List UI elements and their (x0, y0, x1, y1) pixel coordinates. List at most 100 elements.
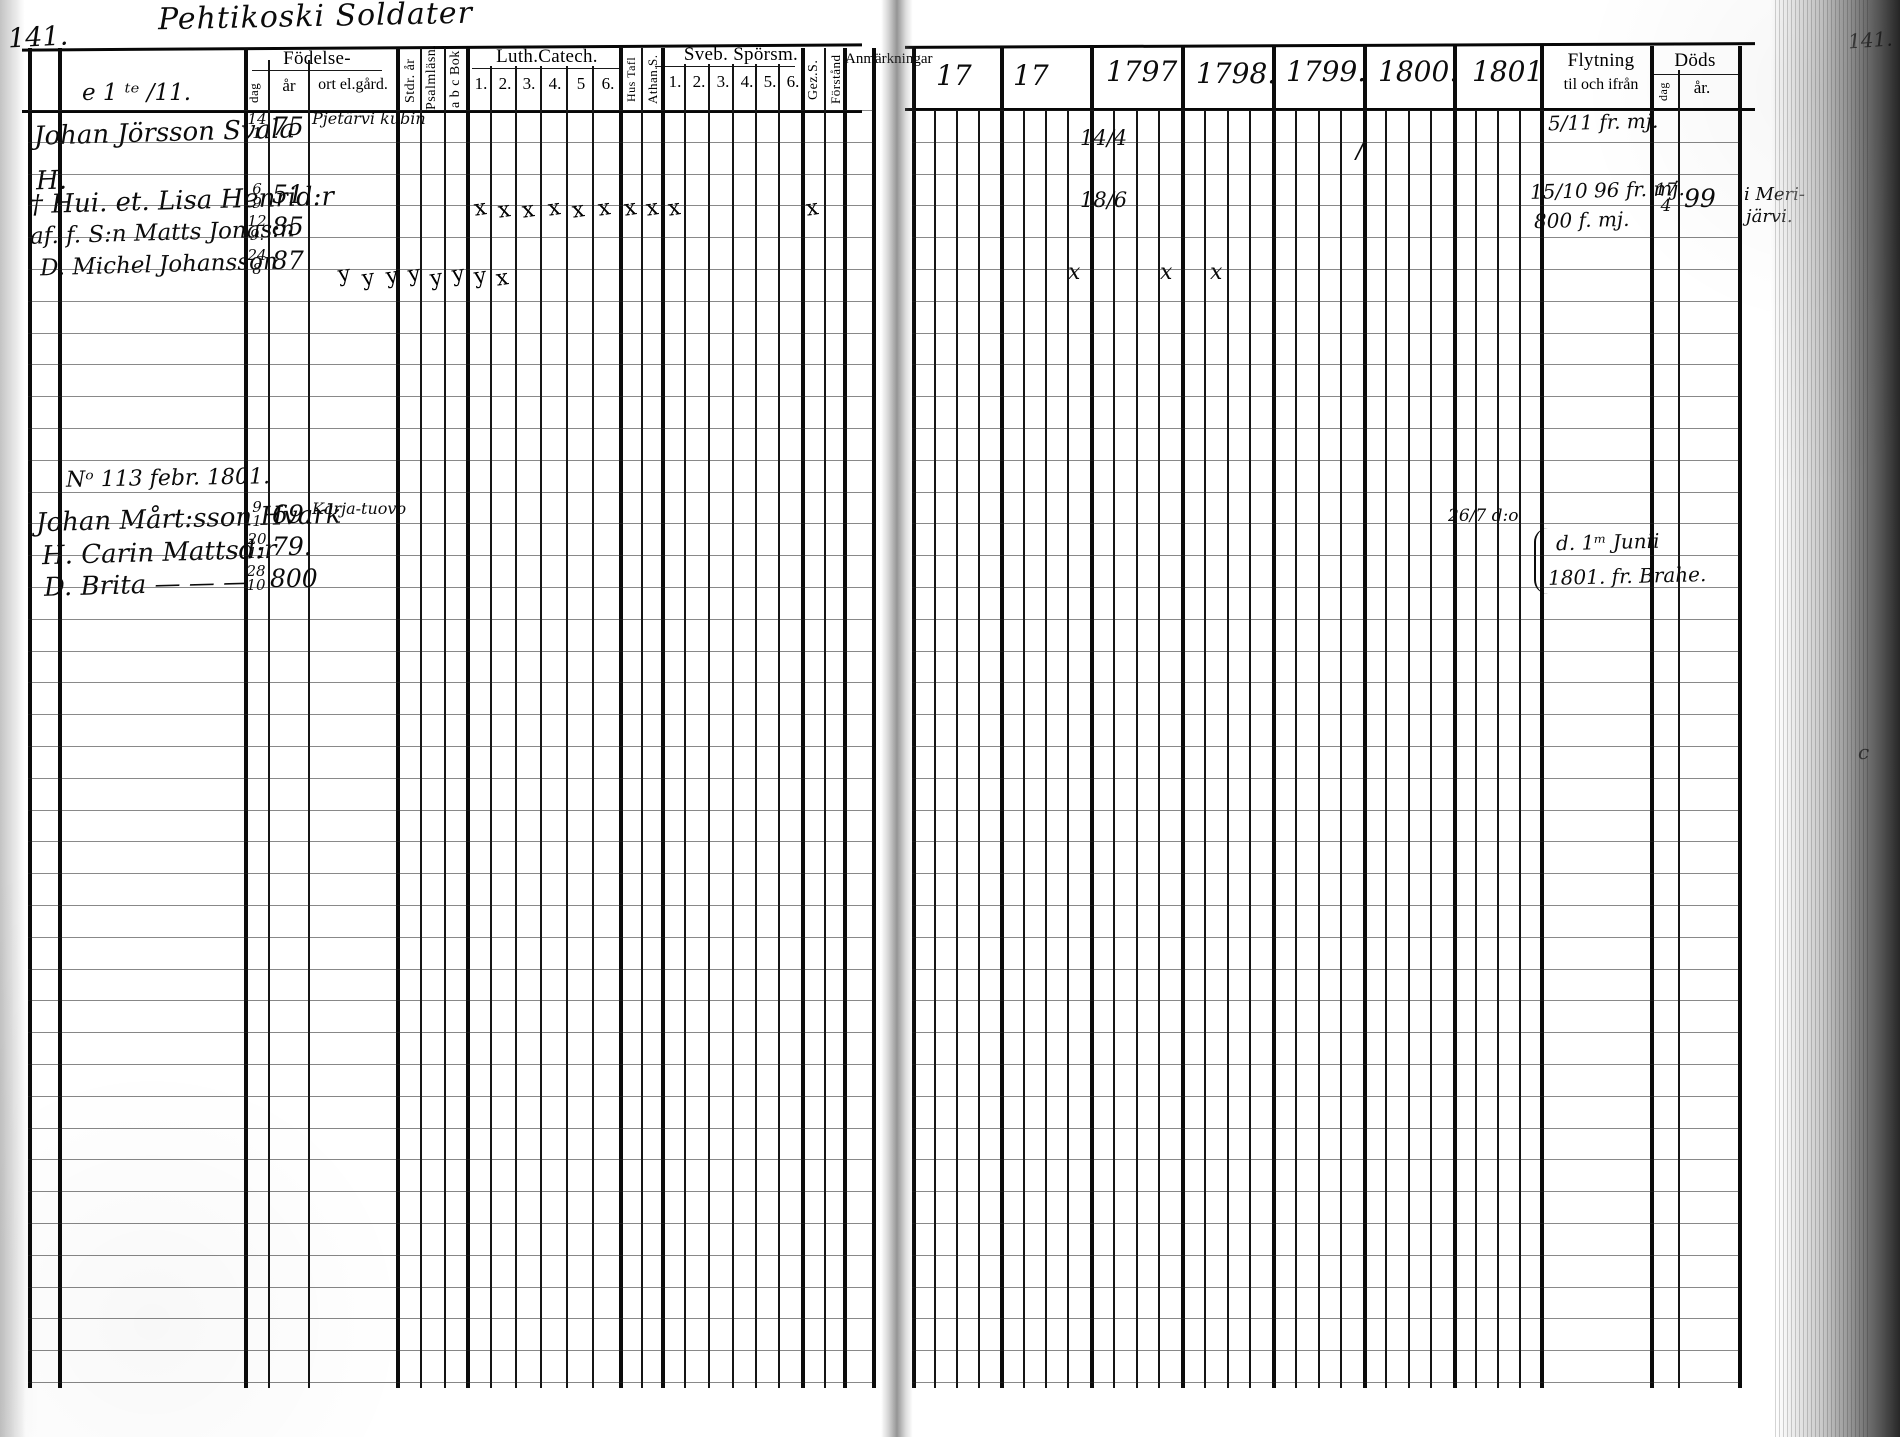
abc-col-rule (444, 48, 446, 1388)
row-rule (28, 173, 873, 175)
entry2-birthmonth-2: 11 (247, 544, 267, 563)
entry-birthday-4: 12 (247, 212, 267, 230)
entry-birthyear-4: 85 (272, 212, 304, 241)
row-rule (912, 873, 1739, 875)
entry-birthday-1: 14 (247, 110, 267, 128)
left-edge-smudge (0, 0, 26, 1437)
year-col-4: 1798. (1196, 57, 1277, 90)
row-rule (912, 1095, 1739, 1097)
row-rule (28, 618, 873, 620)
row-rule (912, 1032, 1739, 1034)
header-birth-place: ort el.gård. (318, 76, 388, 93)
row-rule (912, 1000, 1739, 1002)
row-rule (912, 300, 1739, 302)
entry-birthdate-3: 6 9 (246, 182, 268, 211)
entry2-birthday-1: 9 (252, 498, 262, 516)
year-col-2: 17 (1013, 59, 1049, 92)
header-luth-catech: Luth.Catech. (496, 46, 598, 67)
row-rule (912, 1318, 1739, 1320)
attendance-mark-7: 26/7 d:o (1448, 506, 1519, 526)
row-rule (28, 777, 873, 779)
row-rule (28, 1286, 873, 1288)
row-rule (912, 809, 1739, 811)
gez-col-rule (801, 48, 805, 1388)
entry2-birthyear-1: 69. (272, 500, 312, 529)
flytning-note-1: 5/11 fr. mj. (1547, 108, 1659, 136)
row-rule (912, 1223, 1739, 1224)
row-rule (912, 428, 1739, 429)
book-gutter-shadow (880, 0, 914, 1437)
death-day-value: 17 (1655, 180, 1677, 200)
entry-birthmonth-3: 9 (252, 194, 262, 213)
year-col-rule-3 (1181, 46, 1185, 1388)
row-rule (912, 777, 1739, 779)
row-rule (912, 141, 1739, 143)
row-rule (28, 205, 873, 207)
sveb-underline (655, 66, 795, 68)
row-rule (912, 110, 1739, 111)
sveb-2-rule (708, 64, 710, 1388)
header-hus-tafl: Hus Tafl (624, 56, 638, 102)
row-rule (28, 1000, 873, 1002)
entry2-birthmonth-1: 1 (252, 512, 262, 531)
row-rule (28, 396, 873, 398)
row-rule (912, 1286, 1739, 1288)
sveb-4-rule (755, 64, 757, 1388)
row-rule (912, 936, 1739, 938)
row-rule (912, 523, 1739, 525)
entry2-birthday-2: 20 (247, 530, 267, 548)
right-left-border (912, 46, 916, 1388)
sveb-1-rule (684, 64, 686, 1388)
death-date-fraction: 17 4 (1655, 180, 1677, 215)
luth-1-rule (490, 66, 492, 1388)
right-header-bottom-rule (905, 108, 1755, 111)
entry-name-5: D. Michel Johansson (39, 248, 279, 282)
header-dods: Döds (1674, 50, 1716, 71)
row-rule (28, 459, 873, 461)
entry2-birthdate-3: 28 10 (244, 564, 268, 593)
entry-birthdate-5: 24 8 (246, 248, 268, 277)
row-rule (912, 269, 1739, 270)
header-sveb-sporsm: Sveb. Spörsm. (683, 44, 799, 65)
dods-day-rule (1678, 70, 1680, 1388)
stdr-col-rule (396, 48, 400, 1388)
margin-letter: c (1858, 740, 1870, 764)
row-rule (28, 141, 873, 143)
row-rule (912, 618, 1739, 620)
name-col-left-rule (58, 48, 62, 1388)
entry2-name-3: D. Brita — — — (43, 567, 250, 603)
row-rule (28, 968, 873, 970)
dods-col-rule (1650, 46, 1654, 1388)
header-birth-day: dag (246, 82, 261, 104)
year-col-rule-2 (1090, 46, 1094, 1388)
luth-2-rule (515, 66, 517, 1388)
entry-birthdate-4: 12 9. (246, 214, 268, 243)
entry-birthyear-5: 87 (272, 246, 304, 275)
row-rule (912, 650, 1739, 652)
flytning-note-5: 1801. fr. Brahe. (1547, 562, 1707, 590)
row-rule (912, 1191, 1739, 1193)
year-col-1: 17 (936, 59, 972, 92)
row-rule (28, 905, 873, 906)
row-rule (912, 746, 1739, 747)
attendance-mark-3: 18/6 (1080, 188, 1128, 212)
row-rule (28, 1127, 873, 1129)
attendance-mark-5: x (1160, 260, 1173, 285)
hustafl-col-rule (641, 48, 643, 1388)
year-col-rule-6 (1453, 46, 1457, 1388)
row-rule (912, 587, 1739, 588)
dods-underline (1650, 74, 1738, 76)
header-stdr-ar: Stdr. år (403, 58, 418, 104)
row-rule (28, 682, 873, 684)
sveb-3-rule (732, 64, 734, 1388)
birthplace-col-rule (308, 60, 310, 1388)
block-one-caption: e 1 ᵗᵉ /11. (82, 80, 192, 106)
luth-4-rule (566, 66, 568, 1388)
row-rule (28, 873, 873, 875)
year-col-rule-1 (1000, 46, 1004, 1388)
entry-birthdate-1: 14 1 (246, 112, 268, 141)
row-rule (912, 1159, 1739, 1161)
year-col-6: 1800. (1378, 55, 1459, 88)
row-rule (28, 1032, 873, 1034)
right-page-right-border (1738, 46, 1742, 1388)
